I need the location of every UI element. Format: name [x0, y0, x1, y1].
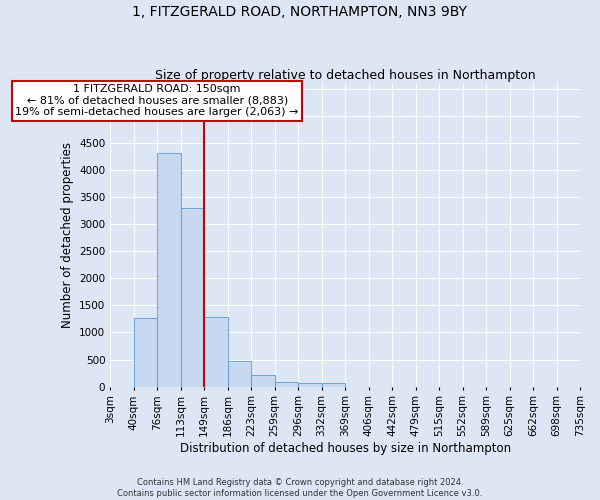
Title: Size of property relative to detached houses in Northampton: Size of property relative to detached ho…: [155, 69, 535, 82]
Text: 1 FITZGERALD ROAD: 150sqm  
← 81% of detached houses are smaller (8,883)
19% of : 1 FITZGERALD ROAD: 150sqm ← 81% of detac…: [16, 84, 299, 117]
Bar: [157, 152, 181, 386]
Y-axis label: Number of detached properties: Number of detached properties: [61, 142, 74, 328]
Text: Contains HM Land Registry data © Crown copyright and database right 2024.
Contai: Contains HM Land Registry data © Crown c…: [118, 478, 482, 498]
Bar: [204, 318, 227, 386]
Bar: [275, 382, 298, 386]
Text: 1, FITZGERALD ROAD, NORTHAMPTON, NN3 9BY: 1, FITZGERALD ROAD, NORTHAMPTON, NN3 9BY: [133, 5, 467, 19]
Bar: [322, 384, 345, 386]
Bar: [134, 318, 157, 386]
Bar: [251, 376, 275, 386]
X-axis label: Distribution of detached houses by size in Northampton: Distribution of detached houses by size …: [179, 442, 511, 455]
Bar: [298, 383, 322, 386]
Bar: [181, 208, 204, 386]
Bar: [227, 360, 251, 386]
